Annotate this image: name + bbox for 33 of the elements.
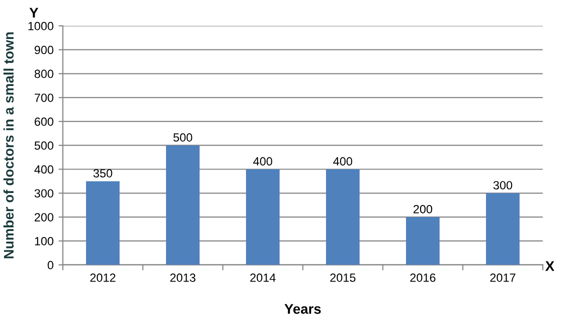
y-tick-label: 900 bbox=[34, 46, 54, 54]
y-tick-label: 800 bbox=[34, 70, 54, 78]
x-tick-label: 2015 bbox=[330, 274, 356, 282]
data-label: 400 bbox=[333, 157, 352, 166]
y-tick-label: 400 bbox=[34, 165, 54, 174]
y-tick-label: 1000 bbox=[28, 22, 54, 30]
text: Y bbox=[29, 8, 38, 18]
y-tick-label: 500 bbox=[34, 141, 54, 150]
bar bbox=[326, 169, 360, 265]
x-tick-label: 2016 bbox=[410, 274, 436, 282]
data-label: 500 bbox=[173, 133, 192, 142]
x-tick-label: 2012 bbox=[90, 274, 116, 282]
y-axis-title: Number of doctors in a small town bbox=[3, 32, 14, 258]
y-tick-label: 300 bbox=[34, 189, 54, 198]
x-tick-label: 2014 bbox=[250, 274, 276, 282]
y-tick-label: 200 bbox=[34, 213, 54, 222]
x-tick-label: 2013 bbox=[170, 274, 196, 282]
x-tick-label: 2017 bbox=[490, 274, 516, 282]
x-axis-title: Years bbox=[284, 304, 321, 314]
bar bbox=[86, 181, 120, 265]
y-tick-label: 100 bbox=[35, 236, 54, 246]
text: X bbox=[545, 261, 554, 271]
y-tick-label: 700 bbox=[34, 94, 54, 102]
data-label: 400 bbox=[253, 157, 272, 166]
bar bbox=[486, 193, 520, 265]
y-tick-label: 600 bbox=[34, 117, 54, 126]
data-label: 300 bbox=[493, 181, 512, 190]
data-label: 350 bbox=[93, 169, 112, 178]
bar bbox=[406, 217, 440, 265]
y-tick-label: 0 bbox=[48, 260, 54, 270]
data-label: 200 bbox=[414, 204, 432, 214]
bar bbox=[166, 145, 200, 265]
bar bbox=[246, 169, 280, 265]
